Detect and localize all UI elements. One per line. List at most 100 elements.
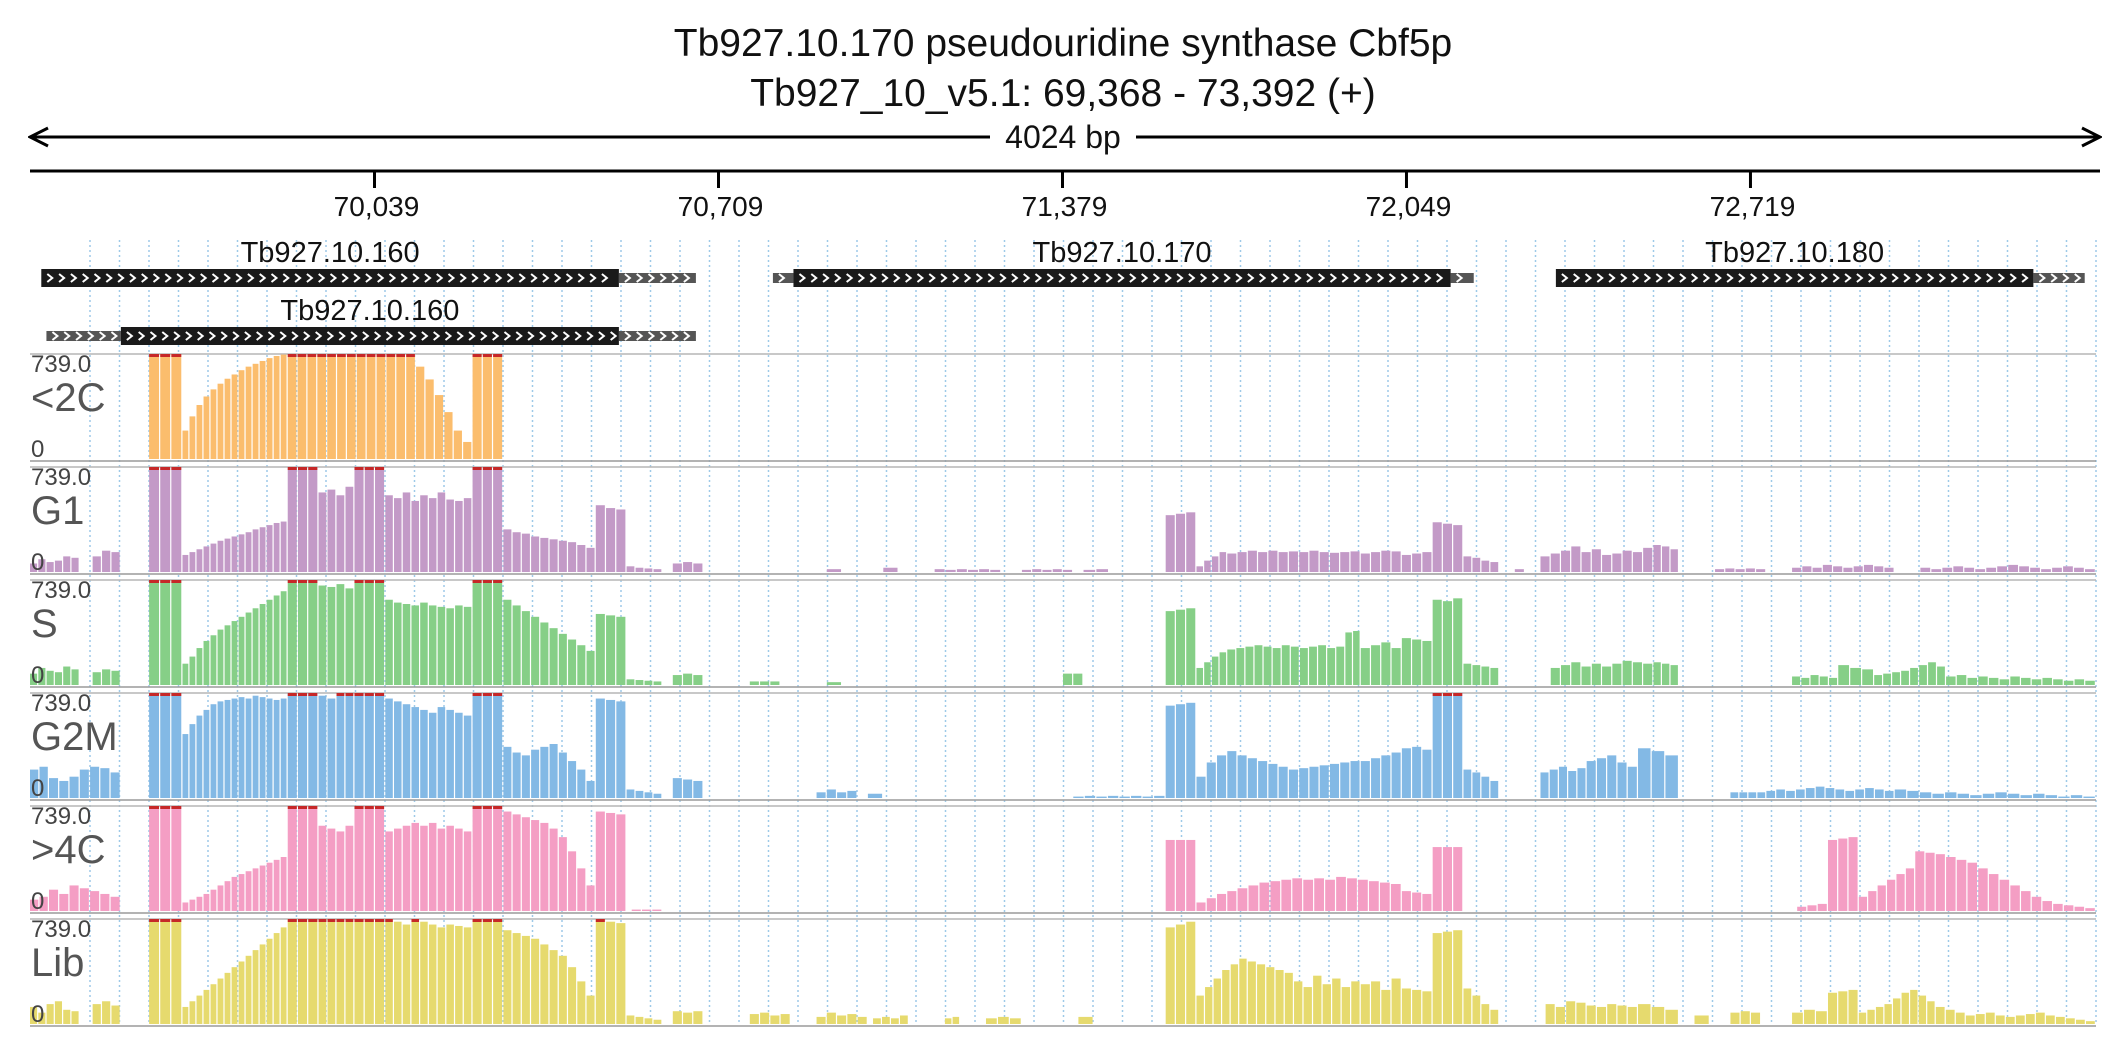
strand-chevron [530, 273, 538, 283]
coverage-bar [1401, 638, 1411, 685]
strand-chevron [1329, 273, 1338, 283]
coverage-bar [1165, 839, 1175, 911]
coverage-bar [1627, 1006, 1637, 1024]
coverage-bar [364, 467, 374, 572]
coverage-bar [2042, 677, 2052, 685]
page-subtitle: Tb927_10_v5.1: 69,368 - 73,392 (+) [750, 72, 1376, 115]
strand-chevron [93, 273, 102, 283]
coverage-bar [1248, 885, 1259, 911]
coverage-bar [531, 616, 540, 685]
coverage-bar [345, 825, 354, 911]
coverage-bar [1838, 838, 1848, 911]
coverage-bar [531, 938, 540, 1024]
overflow-marker [482, 467, 492, 470]
coverage-bar [493, 919, 503, 1024]
strand-chevron [436, 273, 444, 283]
coverage-bar [1325, 879, 1335, 911]
coverage-bar [577, 545, 586, 572]
coverage-bar [1052, 569, 1062, 572]
coverage-bar [899, 1015, 908, 1024]
strand-chevron [636, 331, 644, 341]
coverage-bar [346, 354, 356, 459]
strand-chevron [1856, 273, 1864, 283]
strand-chevron [1306, 273, 1314, 283]
coverage-bar [298, 693, 308, 798]
coverage-bar [196, 405, 203, 459]
overflow-marker [376, 354, 386, 357]
coverage-bar [416, 366, 425, 459]
coverage-bar [1299, 768, 1309, 798]
coverage-bar [586, 995, 595, 1024]
strand-chevron [1879, 273, 1888, 283]
track-name: G2M [31, 715, 118, 759]
strand-chevron [51, 331, 60, 341]
coverage-bar [1978, 868, 1988, 911]
coverage-bar [46, 562, 54, 572]
coverage-bar [606, 699, 616, 798]
coverage-bar [238, 370, 245, 459]
coverage-bar [1472, 995, 1481, 1024]
overflow-marker [354, 580, 364, 583]
coverage-bar [1901, 670, 1909, 685]
track-name: Lib [31, 941, 84, 985]
coverage-bar [1288, 769, 1298, 798]
strand-chevron [1832, 273, 1840, 283]
coverage-bar [54, 672, 63, 685]
coverage-bar [411, 919, 419, 1024]
coverage-bar [1294, 981, 1303, 1024]
overflow-marker [287, 354, 297, 357]
coverage-bar [463, 927, 472, 1024]
strand-chevron [58, 273, 66, 283]
coverage-bar [1222, 970, 1230, 1024]
coverage-bar [453, 430, 462, 459]
overflow-marker [354, 693, 364, 696]
coverage-bar [503, 529, 512, 572]
strand-chevron [1456, 273, 1464, 283]
coverage-bar [1581, 666, 1591, 685]
axis-tick-label: 70,039 [334, 191, 420, 222]
coverage-bar [402, 924, 411, 1024]
coverage-bar [308, 806, 318, 911]
coverage-bar [1632, 552, 1642, 572]
coverage-bar [217, 701, 224, 798]
coverage-bar [693, 1011, 703, 1024]
coverage-bar [1748, 792, 1757, 798]
coverage-bar [30, 563, 38, 572]
coverage-bar [1278, 766, 1288, 798]
strand-chevron [211, 273, 220, 283]
overflow-marker [411, 919, 419, 922]
strand-chevron [1809, 273, 1817, 283]
coverage-bar [386, 354, 396, 459]
coverage-bar [1725, 568, 1735, 572]
coverage-bar [100, 768, 110, 798]
overflow-marker [308, 693, 318, 696]
coverage-bar [385, 919, 393, 1024]
coverage-bar [1281, 879, 1292, 911]
coverage-bar [482, 806, 492, 911]
coverage-bar [455, 712, 463, 798]
overflow-marker [375, 693, 385, 696]
coverage-bar [493, 806, 503, 911]
coverage-bar [683, 673, 693, 685]
coverage-bar [1327, 648, 1336, 685]
coverage-bar [1206, 762, 1216, 798]
coverage-bar [1196, 667, 1203, 685]
coverage-bar [1874, 566, 1884, 572]
coverage-bar [48, 778, 59, 798]
strand-chevron [506, 273, 515, 283]
coverage-bar [606, 615, 616, 685]
coverage-bar [1596, 1006, 1607, 1024]
gene-chevrons [126, 331, 618, 341]
coverage-bar [1999, 879, 2010, 911]
coverage-bar [1970, 795, 1982, 798]
coverage-bar [196, 549, 203, 572]
strand-chevron [1820, 273, 1829, 283]
coverage-bar [1351, 981, 1360, 1024]
coverage-bar [990, 569, 1001, 572]
coverage-bar [1412, 639, 1422, 685]
overflow-marker [308, 806, 318, 809]
coverage-bar [2007, 793, 2020, 798]
strand-chevron [282, 273, 290, 283]
coverage-bar [1175, 513, 1186, 572]
coverage-bar [1577, 768, 1586, 798]
